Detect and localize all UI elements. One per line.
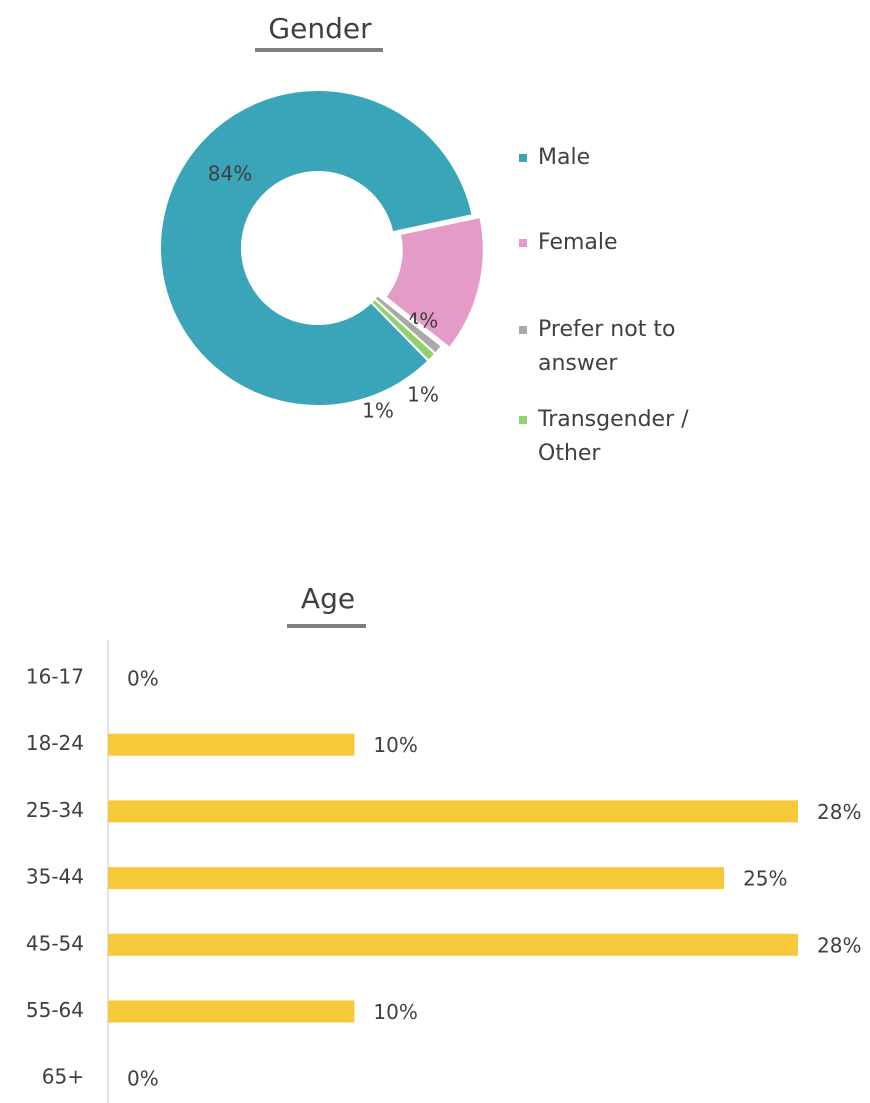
y-tick-label: 35-44 (26, 865, 84, 889)
data-label: 1% (362, 399, 394, 423)
bar (108, 733, 355, 756)
title-underline (287, 624, 366, 628)
legend-label: Female (538, 230, 618, 255)
y-tick-label: 65+ (42, 1065, 84, 1089)
data-label: 28% (817, 800, 861, 824)
bar (108, 800, 798, 823)
legend-swatch (519, 416, 527, 424)
legend-swatch (519, 326, 527, 334)
legend-swatch (519, 239, 527, 247)
y-tick-label: 16-17 (26, 665, 84, 689)
legend-swatch (519, 154, 527, 162)
data-label: 10% (373, 1000, 417, 1024)
data-label: 84% (208, 162, 252, 186)
donut-slice (369, 297, 437, 363)
legend-label: Transgender / Other (538, 407, 689, 466)
data-label: 1% (407, 383, 439, 407)
legend-label: Male (538, 145, 591, 170)
data-label: 28% (817, 933, 861, 957)
data-label: 25% (743, 867, 787, 891)
data-label: 10% (373, 733, 417, 757)
donut-slice (383, 215, 485, 350)
legend-label: Prefer not to answer (538, 317, 676, 376)
y-tick-label: 45-54 (26, 931, 84, 955)
chart-title: Age (301, 582, 355, 615)
chart-title: Gender (268, 12, 372, 45)
bar (108, 867, 725, 890)
data-label: 0% (127, 667, 159, 691)
bar (108, 1000, 355, 1023)
bar (108, 933, 798, 956)
data-label: 0% (127, 1067, 159, 1091)
y-tick-label: 18-24 (26, 731, 84, 755)
title-underline (255, 48, 383, 52)
y-tick-label: 25-34 (26, 798, 84, 822)
y-tick-label: 55-64 (26, 998, 84, 1022)
